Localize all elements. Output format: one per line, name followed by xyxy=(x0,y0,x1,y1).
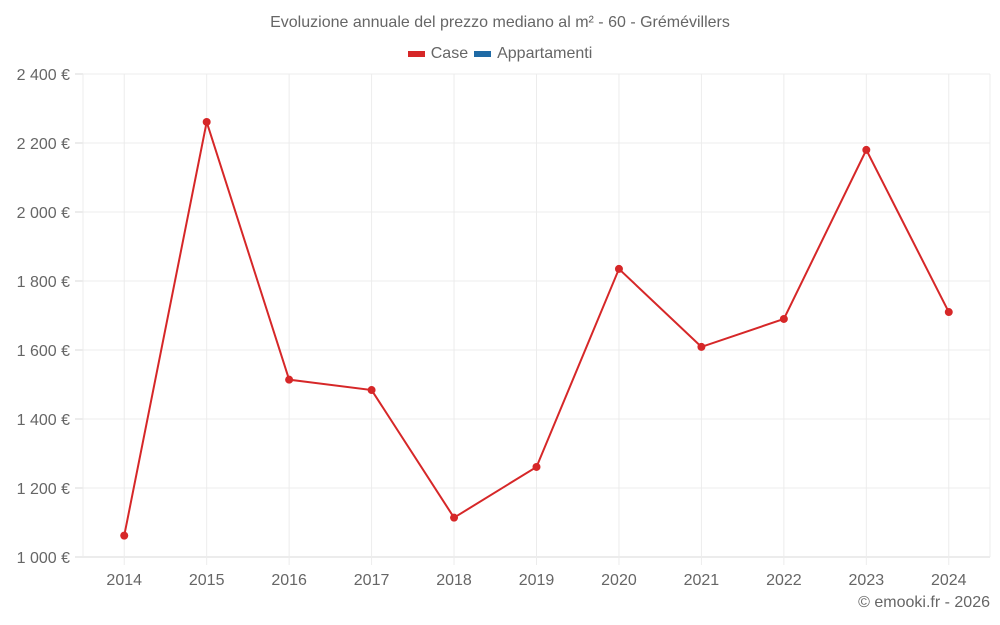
x-axis-label: 2017 xyxy=(354,572,390,589)
legend-label-case: Case xyxy=(430,45,469,62)
data-point[interactable] xyxy=(614,264,623,273)
legend-item-case[interactable]: Case xyxy=(407,45,469,63)
data-point[interactable] xyxy=(450,513,459,522)
x-axis-label: 2019 xyxy=(519,572,555,589)
legend-label-appartamenti: Appartamenti xyxy=(497,45,593,62)
y-axis-label: 1 800 € xyxy=(17,274,70,291)
data-point[interactable] xyxy=(532,462,541,471)
data-point[interactable] xyxy=(862,145,871,154)
credit: © emooki.fr - 2026 xyxy=(858,594,990,611)
data-point[interactable] xyxy=(285,375,294,384)
legend-swatch-appartamenti xyxy=(474,51,492,57)
y-axis-label: 1 400 € xyxy=(17,412,70,429)
legend: Case Appartamenti xyxy=(0,45,1000,63)
y-axis-label: 1 000 € xyxy=(17,550,70,567)
x-axis-label: 2016 xyxy=(271,572,307,589)
legend-swatch-case xyxy=(407,51,425,57)
y-axis-label: 2 200 € xyxy=(17,136,70,153)
x-axis-label: 2022 xyxy=(766,572,802,589)
x-axis-label: 2014 xyxy=(106,572,142,589)
data-point[interactable] xyxy=(697,342,706,351)
x-axis-label: 2020 xyxy=(601,572,637,589)
y-axis-label: 2 000 € xyxy=(17,205,70,222)
y-axis-label: 1 600 € xyxy=(17,343,70,360)
x-axis-label: 2023 xyxy=(849,572,885,589)
x-axis-label: 2024 xyxy=(931,572,967,589)
x-axis-label: 2015 xyxy=(189,572,225,589)
legend-item-appartamenti[interactable]: Appartamenti xyxy=(474,45,592,63)
y-axis-label: 1 200 € xyxy=(17,481,70,498)
chart-title: Evoluzione annuale del prezzo mediano al… xyxy=(270,14,730,31)
data-point[interactable] xyxy=(120,531,129,540)
data-point[interactable] xyxy=(944,308,953,317)
data-point[interactable] xyxy=(367,386,376,395)
x-axis-label: 2018 xyxy=(436,572,472,589)
data-point[interactable] xyxy=(779,314,788,323)
x-axis-label: 2021 xyxy=(684,572,720,589)
data-point[interactable] xyxy=(202,117,211,126)
y-axis-label: 2 400 € xyxy=(17,67,70,84)
